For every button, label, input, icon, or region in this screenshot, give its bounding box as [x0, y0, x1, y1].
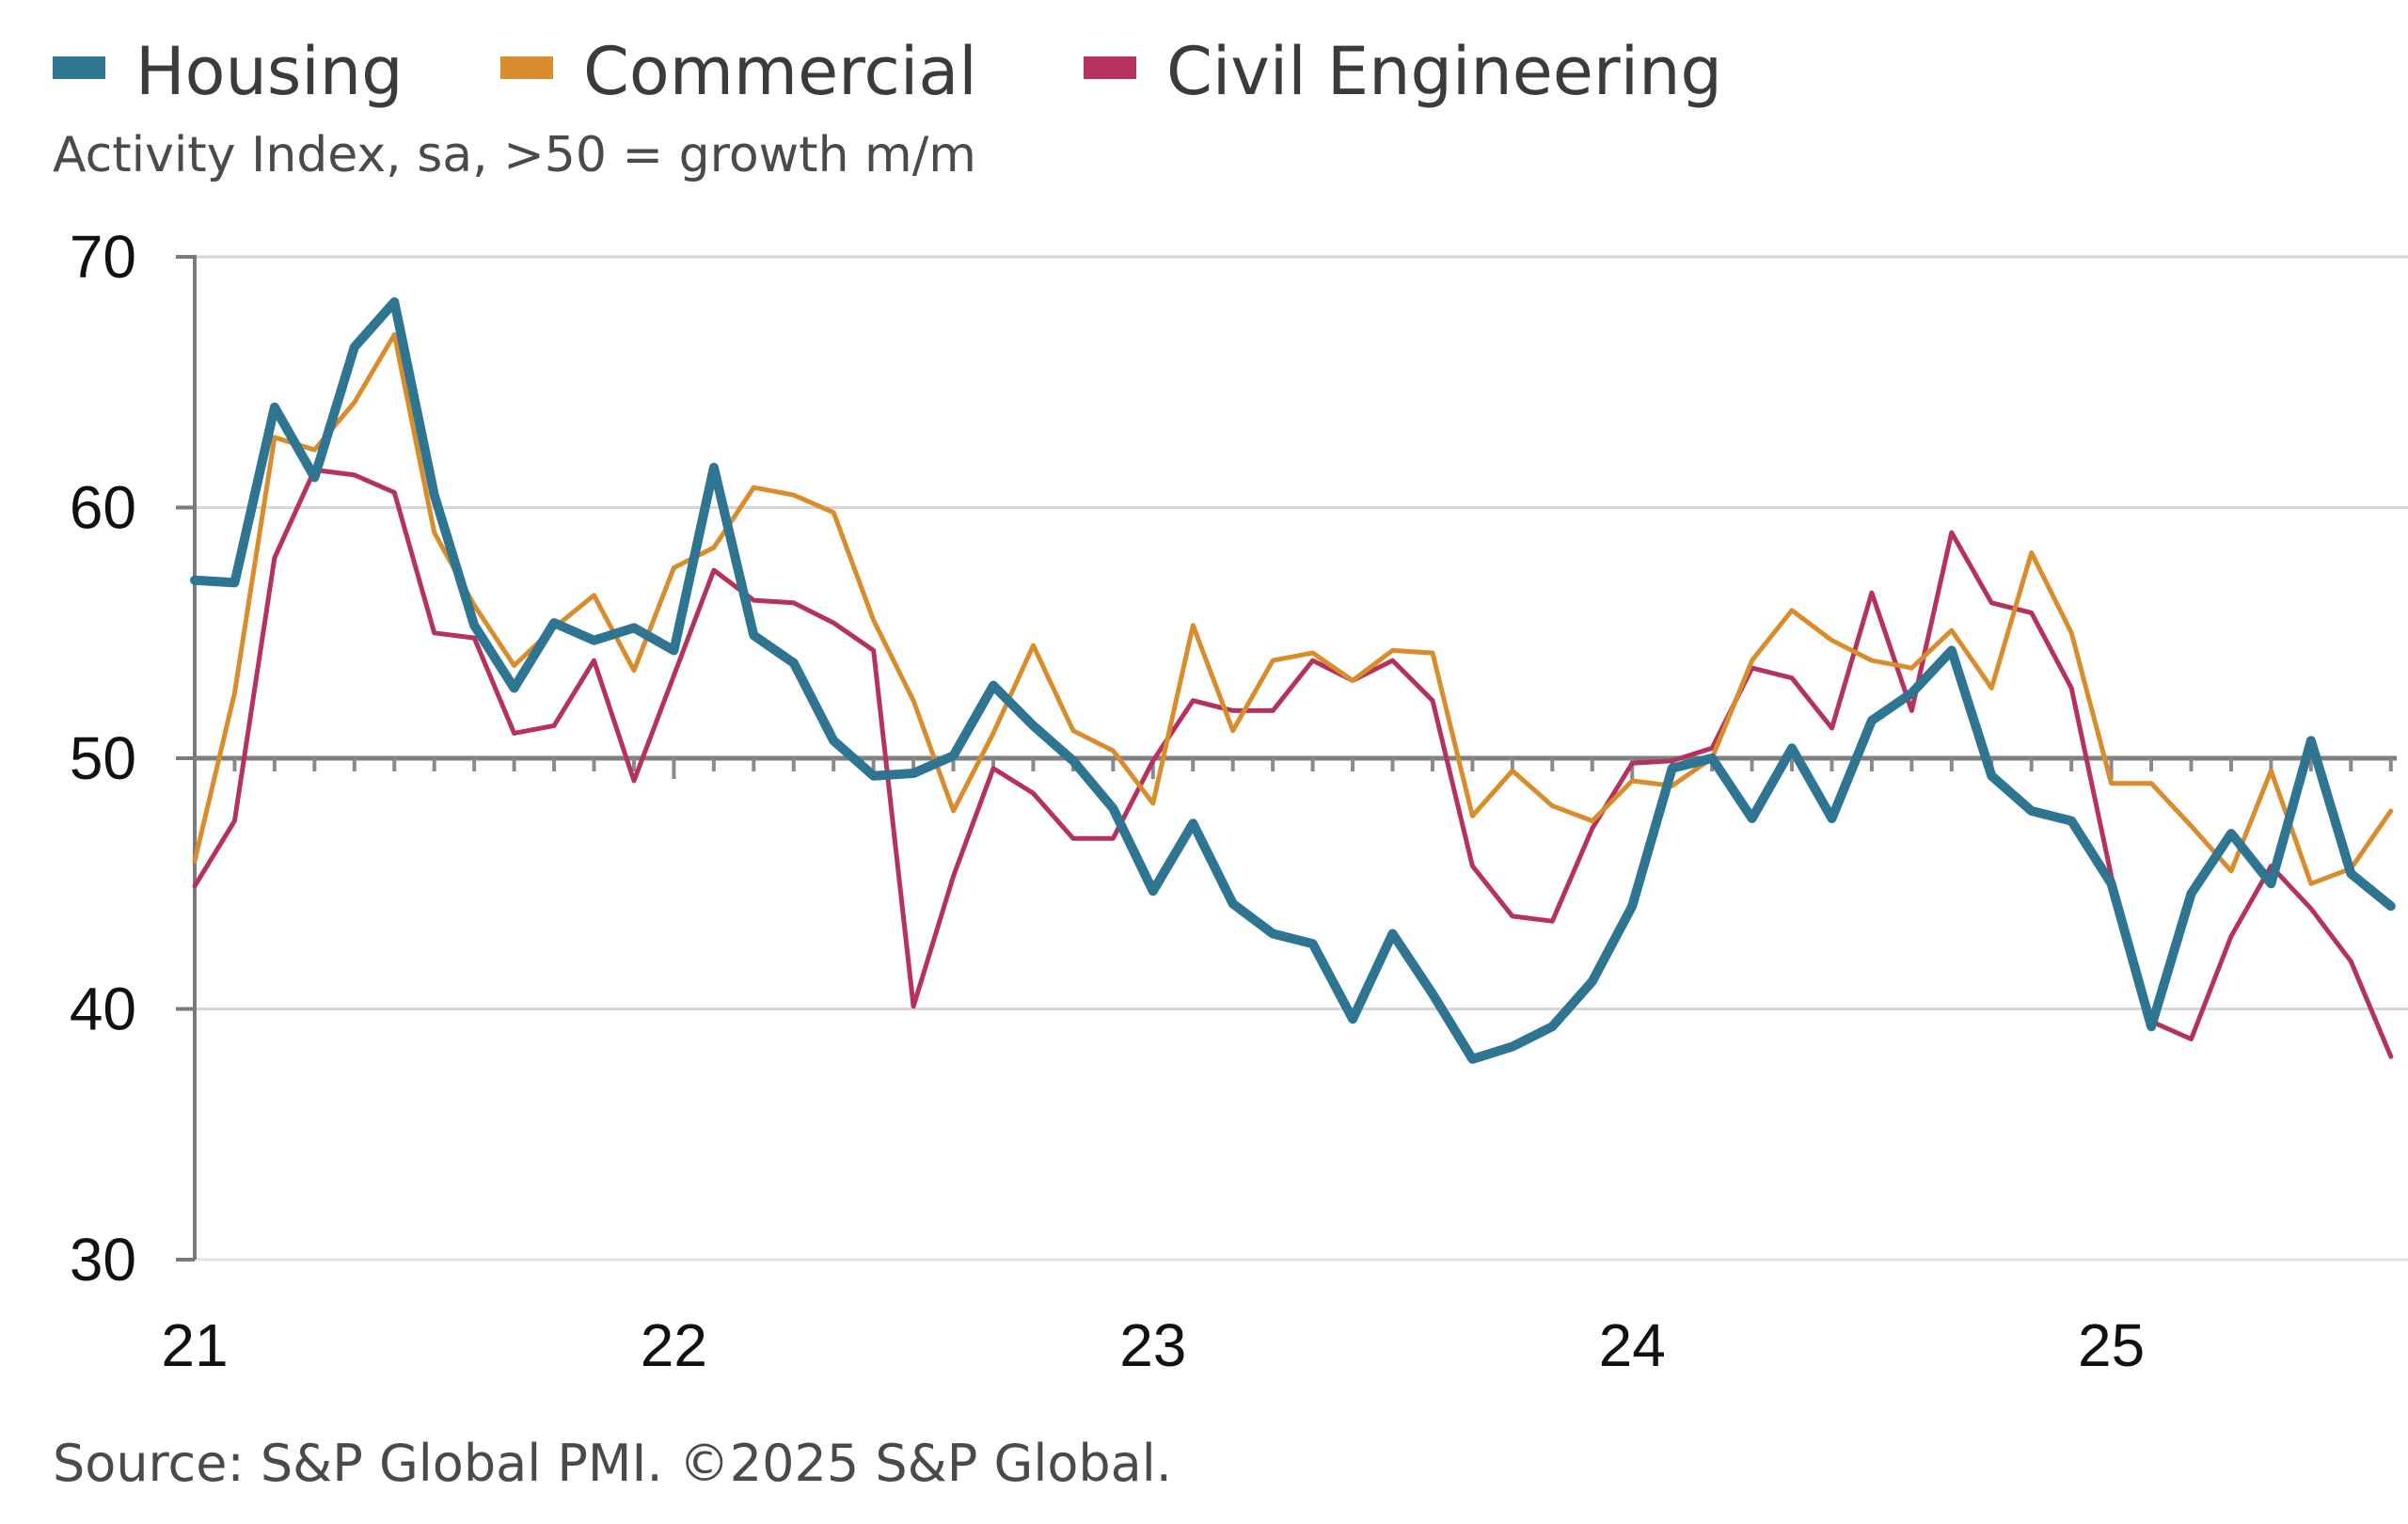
y-axis-tick-labels: 70 60 50 40 30	[70, 223, 136, 1294]
axes	[176, 255, 2397, 1262]
series-lines	[190, 297, 2396, 1064]
y-tick-label: 30	[70, 1226, 136, 1294]
x-tick-label: 21	[161, 1311, 228, 1379]
legend-label: Housing	[135, 33, 404, 110]
source-note: Source: S&P Global PMI. ©2025 S&P Global…	[53, 1434, 1172, 1493]
x-tick-label: 25	[2078, 1311, 2145, 1379]
legend-label: Commercial	[583, 33, 977, 110]
series-line-commercial	[192, 332, 2394, 886]
x-tick-label: 23	[1119, 1311, 1186, 1379]
y-tick-label: 50	[70, 724, 136, 792]
legend-swatch	[500, 56, 553, 79]
y-tick-label: 60	[70, 474, 136, 542]
chart-subtitle: Activity Index, sa, >50 = growth m/m	[53, 127, 976, 183]
x-axis-tick-labels: 21 22 23 24 25	[161, 1311, 2145, 1379]
gridlines	[195, 255, 2408, 1262]
legend: Housing Commercial Civil Engineering	[53, 33, 1722, 110]
x-tick-label: 22	[641, 1311, 707, 1379]
legend-swatch	[53, 56, 105, 79]
legend-label: Civil Engineering	[1166, 33, 1722, 110]
x-tick-label: 24	[1599, 1311, 1666, 1379]
legend-swatch	[1084, 56, 1136, 79]
series-line-civil-engineering	[192, 468, 2394, 1059]
y-tick-label: 40	[70, 976, 136, 1043]
series-line-housing	[190, 297, 2396, 1064]
y-tick-label: 70	[70, 223, 136, 291]
